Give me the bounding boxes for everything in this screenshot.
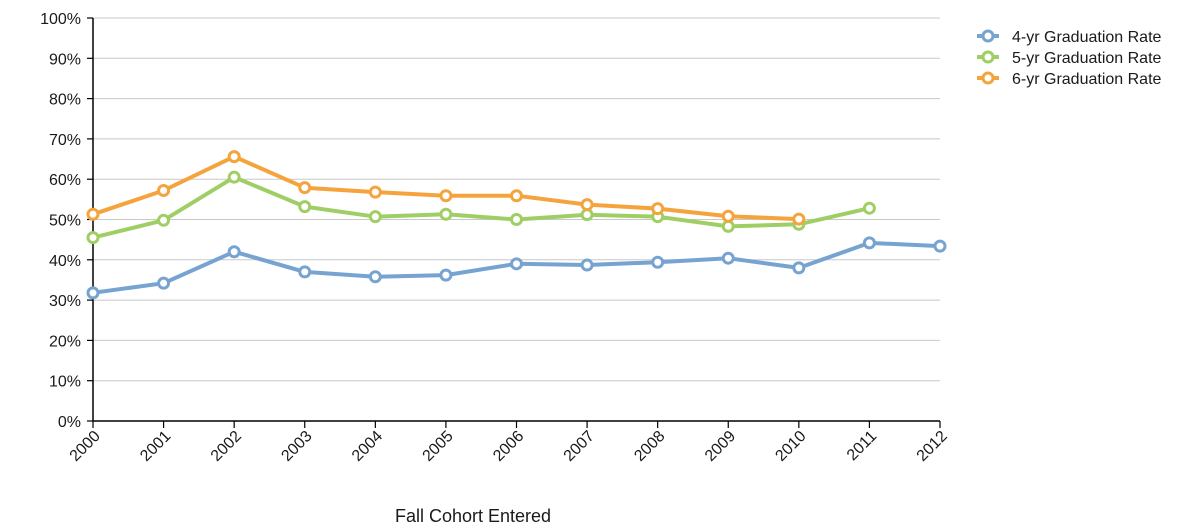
data-point — [510, 189, 523, 203]
y-tick-label: 90% — [49, 51, 81, 68]
legend-item-2: 5-yr Graduation Rate — [977, 50, 1162, 67]
series-lines — [86, 150, 947, 300]
x-tick-label: 2004 — [349, 428, 386, 465]
legend-swatch-marker — [981, 71, 995, 85]
data-point — [157, 213, 171, 227]
data-point — [651, 255, 665, 269]
x-tick-label: 2003 — [278, 428, 315, 465]
data-point — [86, 231, 100, 245]
data-point — [227, 150, 241, 164]
y-tick-label: 100% — [40, 11, 81, 28]
data-point — [721, 209, 735, 223]
legend: 4-yr Graduation Rate 5-yr Graduation Rate… — [977, 29, 1162, 88]
y-tick-label: 30% — [49, 293, 81, 310]
data-point — [580, 198, 594, 212]
x-tick-label: 2008 — [631, 428, 668, 465]
data-point — [368, 270, 382, 284]
data-point — [439, 268, 453, 282]
x-tick-label: 2006 — [490, 428, 527, 465]
y-tick-label: 10% — [49, 374, 81, 391]
data-point — [721, 219, 735, 233]
x-tick-label: 2005 — [420, 428, 457, 465]
data-point — [86, 286, 100, 300]
data-point — [368, 210, 382, 224]
data-point — [580, 258, 594, 272]
y-tick-label: 50% — [49, 213, 81, 230]
x-tick-label: 2000 — [67, 428, 104, 465]
x-tick-label: 2007 — [561, 428, 598, 465]
data-point — [227, 245, 241, 259]
y-tick-label: 70% — [49, 132, 81, 149]
data-point — [792, 261, 806, 275]
y-tick-label: 0% — [58, 414, 81, 431]
data-point — [933, 239, 947, 253]
data-point — [298, 265, 312, 279]
data-point — [227, 170, 241, 184]
y-tick-label: 40% — [49, 253, 81, 270]
data-point — [298, 181, 312, 195]
axes: 0% 10% 20% 30% 40% 50% 60% 70% 80% 90% 100% 2000 200… — [40, 11, 951, 465]
data-point — [439, 189, 453, 203]
data-point — [510, 257, 523, 271]
legend-swatch-marker — [981, 50, 995, 64]
data-point — [862, 236, 876, 250]
series-2 — [86, 170, 876, 245]
data-point — [721, 251, 735, 265]
series-3 — [86, 150, 806, 226]
x-tick-label: 2012 — [914, 428, 951, 465]
y-tick-label: 20% — [49, 333, 81, 350]
series-line — [91, 175, 872, 240]
data-point — [368, 185, 382, 199]
legend-label: 4-yr Graduation Rate — [1012, 29, 1162, 46]
x-tick-label: 2002 — [208, 428, 245, 465]
legend-item-1: 4-yr Graduation Rate — [977, 29, 1162, 46]
data-point — [792, 212, 806, 226]
legend-label: 5-yr Graduation Rate — [1012, 50, 1162, 67]
y-tick-label: 80% — [49, 92, 81, 109]
data-point — [862, 201, 876, 215]
data-point — [298, 200, 312, 214]
x-tick-label: 2009 — [702, 428, 739, 465]
data-point — [439, 207, 453, 221]
data-point — [157, 276, 171, 290]
legend-swatch-marker — [981, 29, 995, 43]
data-point — [86, 207, 100, 221]
x-tick-label: 2010 — [772, 428, 809, 465]
data-point — [580, 208, 594, 222]
data-point — [651, 202, 665, 216]
legend-item-3: 6-yr Graduation Rate — [977, 71, 1162, 88]
x-axis-title: Fall Cohort Entered — [395, 506, 551, 526]
legend-label: 6-yr Graduation Rate — [1012, 71, 1162, 88]
data-point — [510, 213, 523, 226]
data-point — [157, 183, 171, 197]
x-tick-label: 2001 — [137, 428, 174, 465]
series-1 — [86, 236, 947, 300]
y-tick-label: 60% — [49, 172, 81, 189]
x-tick-label: 2011 — [844, 428, 880, 464]
